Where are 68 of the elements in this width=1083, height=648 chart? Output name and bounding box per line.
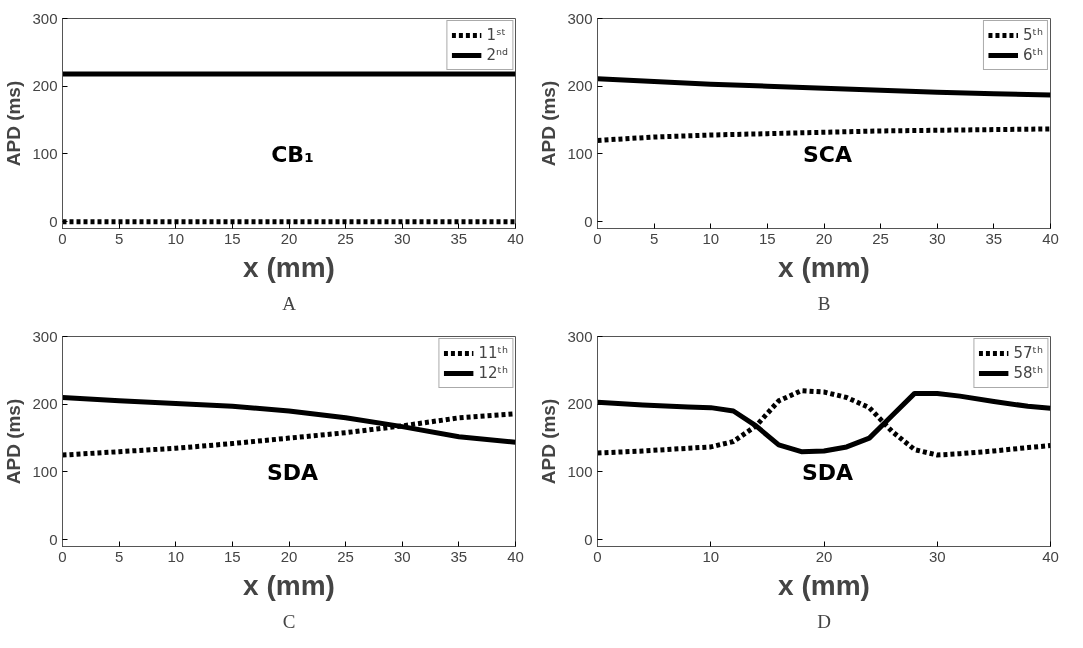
x-tick-label: 10: [167, 547, 185, 565]
x-tick-label: 25: [337, 229, 354, 247]
x-tick-label: 5: [114, 229, 124, 247]
y-axis-title: APD (ms): [538, 398, 560, 485]
x-tick-label: 10: [702, 547, 720, 565]
y-tick-label: 300: [32, 9, 58, 27]
legend-label: 5ᵗʰ: [1022, 26, 1043, 44]
text: C: [282, 610, 296, 632]
x-tick-label: 20: [280, 547, 298, 565]
y-tick-label: 0: [584, 212, 593, 230]
x-tick-label: 35: [985, 229, 1003, 247]
y-tick-label: 100: [567, 144, 593, 162]
legend-label: 11ᵗʰ: [478, 344, 508, 362]
y-tick-label: 100: [32, 144, 58, 162]
x-tick-label: 15: [224, 547, 241, 565]
x-axis-title: x (mm): [778, 569, 870, 601]
x-tick-label: 20: [815, 547, 833, 565]
y-tick-label: 100: [32, 462, 58, 480]
annotation: SDA: [801, 459, 854, 485]
y-tick-label: 300: [32, 327, 58, 345]
x-tick-label: 10: [167, 229, 185, 247]
x-tick-label: 40: [1042, 547, 1059, 565]
legend-label: 6ᵗʰ: [1022, 46, 1043, 64]
x-tick-label: 25: [872, 229, 889, 247]
y-tick-label: 0: [49, 212, 58, 230]
y-axis-title: APD (ms): [3, 80, 25, 167]
y-tick-label: 200: [32, 395, 58, 413]
x-tick-label: 30: [393, 547, 411, 565]
x-tick-label: 35: [450, 547, 468, 565]
annotation: SCA: [802, 141, 853, 167]
y-tick-label: 200: [567, 395, 593, 413]
y-tick-label: 300: [567, 327, 593, 345]
text: D: [817, 610, 831, 632]
x-tick-label: 5: [649, 229, 659, 247]
x-tick-label: 30: [928, 229, 946, 247]
y-tick-label: 200: [32, 77, 58, 95]
y-tick-label: 100: [567, 462, 593, 480]
x-tick-label: 5: [114, 547, 124, 565]
x-tick-label: 40: [507, 547, 524, 565]
y-tick-label: 300: [567, 9, 593, 27]
annotation: SDA: [266, 459, 319, 485]
x-axis-title: x (mm): [243, 251, 335, 283]
y-tick-label: 0: [584, 530, 593, 548]
text: B: [817, 292, 831, 314]
x-tick-label: 30: [928, 547, 946, 565]
y-tick-label: 0: [49, 530, 58, 548]
legend-label: 2ⁿᵈ: [486, 46, 508, 64]
annotation: CB₁: [271, 141, 314, 167]
text: A: [282, 292, 297, 314]
x-axis-title: x (mm): [243, 569, 335, 601]
y-tick-label: 200: [567, 77, 593, 95]
x-tick-label: 15: [759, 229, 776, 247]
legend-label: 12ᵗʰ: [478, 364, 508, 382]
x-tick-label: 20: [280, 229, 298, 247]
x-tick-label: 20: [815, 229, 833, 247]
legend-label: 57ᵗʰ: [1013, 344, 1043, 362]
x-tick-label: 40: [1042, 229, 1059, 247]
y-axis-title: APD (ms): [538, 80, 560, 167]
legend-label: 1ˢᵗ: [486, 26, 507, 44]
x-tick-label: 25: [337, 547, 354, 565]
x-tick-label: 10: [702, 229, 720, 247]
x-tick-label: 40: [507, 229, 524, 247]
legend-label: 58ᵗʰ: [1013, 364, 1043, 382]
y-axis-title: APD (ms): [3, 398, 25, 485]
x-tick-label: 35: [450, 229, 468, 247]
x-tick-label: 30: [393, 229, 411, 247]
x-axis-title: x (mm): [778, 251, 870, 283]
x-tick-label: 15: [224, 229, 241, 247]
